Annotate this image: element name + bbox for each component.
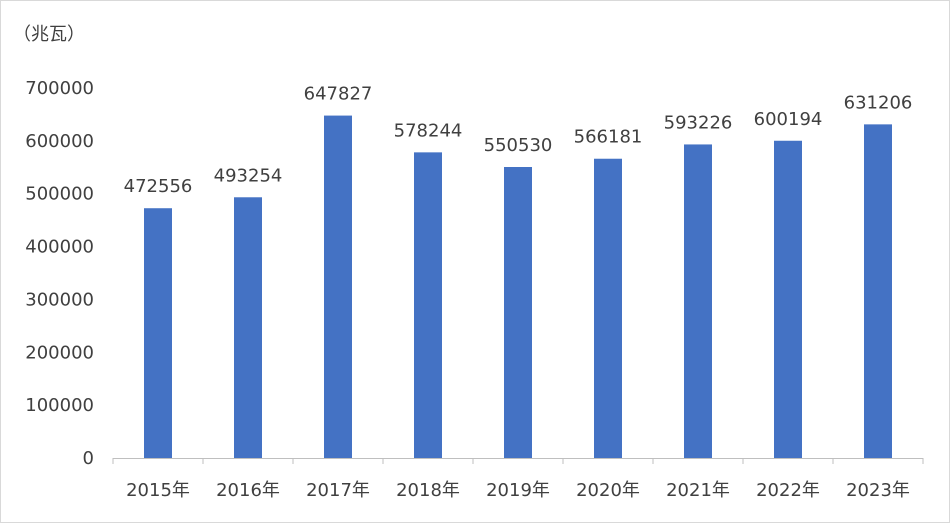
- bars: [144, 115, 892, 459]
- category-labels: 2015年 2016年 2017年 2018年 2019年 2020年 2021年 2022年…: [126, 480, 910, 501]
- bar-value-label: 578244: [394, 120, 463, 141]
- y-tick-label: 700000: [25, 78, 94, 99]
- x-category-label: 2016年: [216, 480, 280, 501]
- bar-value-label: 600194: [754, 109, 823, 130]
- bar: [504, 167, 532, 459]
- x-category-label: 2015年: [126, 480, 190, 501]
- x-category-label: 2020年: [576, 480, 640, 501]
- bar-value-label: 631206: [844, 92, 913, 113]
- bar: [414, 152, 442, 458]
- x-category-label: 2019年: [486, 480, 550, 501]
- x-category-label: 2022年: [756, 480, 820, 501]
- bar-value-label: 647827: [304, 84, 373, 105]
- x-category-label: 2017年: [306, 480, 370, 501]
- y-tick-label: 500000: [25, 184, 94, 205]
- bar-value-label: 593226: [664, 112, 733, 133]
- bar: [864, 124, 892, 458]
- bar: [144, 208, 172, 458]
- y-tick-label: 0: [83, 448, 94, 469]
- y-tick-label: 200000: [25, 342, 94, 363]
- y-tick-label: 100000: [25, 395, 94, 416]
- bar: [684, 144, 712, 458]
- y-tick-label: 600000: [25, 131, 94, 152]
- bar-value-label: 493254: [214, 165, 283, 186]
- x-category-label: 2021年: [666, 480, 730, 501]
- y-tick-label: 400000: [25, 237, 94, 258]
- x-category-label: 2023年: [846, 480, 910, 501]
- bar: [774, 140, 802, 459]
- bar: [594, 158, 622, 458]
- unit-label: （兆瓦）: [13, 24, 85, 45]
- x-category-label: 2018年: [396, 480, 460, 501]
- y-tick-label: 300000: [25, 289, 94, 310]
- bar-value-label: 566181: [574, 127, 643, 148]
- bar: [324, 115, 352, 459]
- x-axis-ticks: [112, 458, 924, 464]
- bar: [234, 197, 262, 458]
- bar-value-label: 550530: [484, 135, 553, 156]
- bar-value-label: 472556: [124, 176, 193, 197]
- y-axis-ticks: 0 100000 200000 300000 400000 500000 600000 700…: [25, 78, 94, 469]
- data-labels: 472556 493254 647827 578244 550530 566181 5932…: [124, 84, 913, 198]
